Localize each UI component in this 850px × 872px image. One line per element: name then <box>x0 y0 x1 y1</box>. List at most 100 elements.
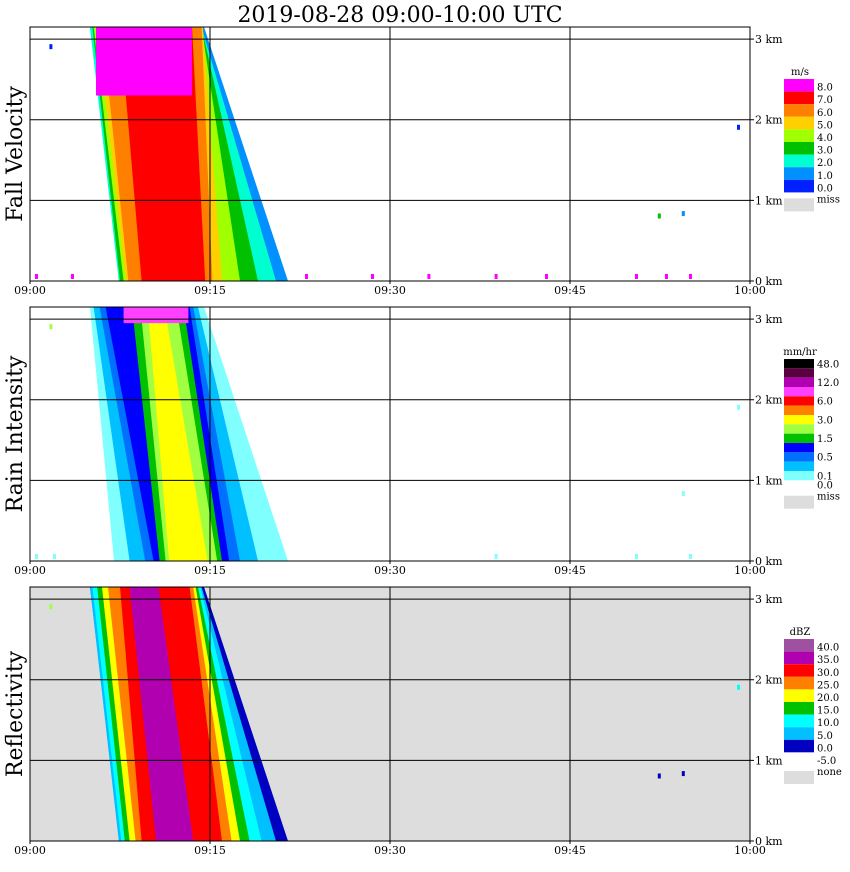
panel-1-speckle-8 <box>371 273 374 279</box>
panel-2-legend-swatch-2 <box>784 368 814 378</box>
panel-2-echo-band-7 <box>147 307 208 561</box>
panel-2-legend-swatch-7 <box>784 415 814 425</box>
panel-2-legend-swatch-4 <box>784 387 814 397</box>
panel-2-xtick-label: 09:45 <box>554 564 586 577</box>
panel-3-speckle-2 <box>737 684 740 690</box>
panel-1-speckle-13 <box>665 273 668 279</box>
figure-title: 2019-08-28 09:00-10:00 UTC <box>237 3 562 28</box>
panel-3-speckle-3 <box>657 773 661 779</box>
panel-3-legend-label: 0.0 <box>817 743 833 754</box>
panel-3-legend-label: 5.0 <box>817 731 833 742</box>
panel-1-legend-label: 8.0 <box>817 83 833 94</box>
panel-3-ytick-label: 2 km <box>755 674 783 687</box>
panel-3-legend-label: none <box>817 767 842 778</box>
panel-2-legend-swatch-1 <box>784 359 814 369</box>
panel-2-ytick-label: 3 km <box>755 313 783 326</box>
panel-2-legend-swatch-8 <box>784 424 814 434</box>
panel-3-xtick-label: 09:45 <box>554 844 586 857</box>
panel-3-ytick-label: 1 km <box>755 754 783 767</box>
panel-2-legend-label: 1.5 <box>817 434 833 445</box>
panel-3-legend-swatch-3 <box>784 664 814 677</box>
panel-1-legend-label: 7.0 <box>817 95 833 106</box>
panel-1-ytick-label: 1 km <box>755 194 783 207</box>
panel-3-legend-label: 10.0 <box>817 718 839 729</box>
panel-2-speckle-3 <box>681 491 685 497</box>
panel-3-legend-swatch-5 <box>784 689 814 702</box>
panel-1-speckle-6 <box>71 273 74 279</box>
panel-1: 09:00 09:15 09:30 09:45 10:000 km 1 km 2 km 3 k… <box>3 26 840 297</box>
panel-3-legend-swatch-7 <box>784 714 814 728</box>
panel-2-speckle-8 <box>689 553 692 559</box>
panel-1-speckle-3 <box>657 213 661 219</box>
panel-3-legend-label: 35.0 <box>817 655 839 666</box>
panel-3-xtick-label: 09:30 <box>374 844 406 857</box>
panel-1-legend-swatch-3 <box>784 104 814 117</box>
panel-2-legend-swatch-15 <box>784 495 814 509</box>
panel-1-ytick-label: 2 km <box>755 114 783 127</box>
panel-2-legend-swatch-9 <box>784 433 814 443</box>
panel-1-legend-unit: m/s <box>791 67 809 78</box>
panel-1-legend-swatch-2 <box>784 91 814 105</box>
panel-3-echo-band-8 <box>129 587 194 841</box>
panel-3-legend-swatch-2 <box>784 651 814 665</box>
panel-2-xtick-label: 09:30 <box>374 564 406 577</box>
panel-3-legend-unit: dBZ <box>790 627 811 638</box>
panel-3-xtick-label: 09:15 <box>194 844 226 857</box>
panel-2-legend-swatch-6 <box>784 405 814 415</box>
panel-3-legend-swatch-11 <box>784 771 814 784</box>
panel-1-legend-swatch-7 <box>784 154 814 168</box>
panel-3-xtick-label: 09:00 <box>14 844 46 857</box>
panel-1-xtick-label: 10:00 <box>734 284 766 297</box>
panel-1-speckle-2 <box>737 124 740 130</box>
panel-3-legend-label: 30.0 <box>817 668 839 679</box>
panel-1-legend-label: 2.0 <box>817 158 833 169</box>
panel-1-legend-label: 5.0 <box>817 120 833 131</box>
panel-2-legend-swatch-5 <box>784 396 814 406</box>
panel-1-speckle-14 <box>689 273 692 279</box>
panel-3-legend-swatch-4 <box>784 676 814 690</box>
panel-2-speckle-7 <box>635 553 638 559</box>
panel-3: 09:00 09:15 09:30 09:45 10:000 km 1 km 2 km 3 k… <box>3 586 842 857</box>
panel-1-speckle-5 <box>35 273 38 279</box>
panel-2-top-layer <box>123 307 189 324</box>
panel-1-legend-label: 6.0 <box>817 108 833 119</box>
panel-2-legend-label: 6.0 <box>817 397 833 408</box>
panel-1-top-layer <box>96 27 192 96</box>
panel-3-legend-swatch-6 <box>784 702 814 715</box>
panel-1-speckle-12 <box>635 273 638 279</box>
panel-3-ylabel: Reflectivity <box>3 650 28 777</box>
panel-2-ytick-label: 0 km <box>755 555 783 568</box>
panel-1-speckle-10 <box>494 273 498 279</box>
panel-1-legend-swatch-9 <box>784 179 814 193</box>
panel-1-speckle-7 <box>305 273 308 279</box>
panel-2-legend-swatch-11 <box>784 452 814 462</box>
panel-3-speckle-4 <box>681 771 685 777</box>
panel-2-speckle-6 <box>494 553 498 559</box>
panel-2-legend-label: 48.0 <box>817 359 839 370</box>
panel-1-speckle-4 <box>681 211 685 217</box>
panel-1-legend-label: 1.0 <box>817 171 833 182</box>
panel-2-speckle-1 <box>49 324 53 330</box>
panel-1-ylabel: Fall Velocity <box>3 86 28 222</box>
panel-1-legend-swatch-5 <box>784 129 814 142</box>
panel-1-xtick-label: 09:30 <box>374 284 406 297</box>
panel-3-legend-label: 25.0 <box>817 680 839 691</box>
panel-1-xtick-label: 09:00 <box>14 284 46 297</box>
panel-2-legend-swatch-12 <box>784 461 814 471</box>
panel-2-speckle-2 <box>737 404 740 410</box>
panel-3-xtick-label: 10:00 <box>734 844 766 857</box>
panel-2-ytick-label: 2 km <box>755 394 783 407</box>
panel-3-speckle-1 <box>49 604 53 610</box>
panel-1-legend-swatch-4 <box>784 116 814 130</box>
panel-3-legend-swatch-1 <box>784 639 814 652</box>
panel-2-ytick-label: 1 km <box>755 474 783 487</box>
panel-3-legend-swatch-9 <box>784 739 814 753</box>
panel-1-ytick-label: 3 km <box>755 33 783 46</box>
panel-1-legend-swatch-10 <box>784 198 814 212</box>
panel-1-legend-swatch-6 <box>784 142 814 155</box>
panel-2-legend-swatch-10 <box>784 443 814 453</box>
panel-2-legend-label: 0.0 <box>817 481 833 492</box>
panel-3-legend-label: 20.0 <box>817 693 839 704</box>
